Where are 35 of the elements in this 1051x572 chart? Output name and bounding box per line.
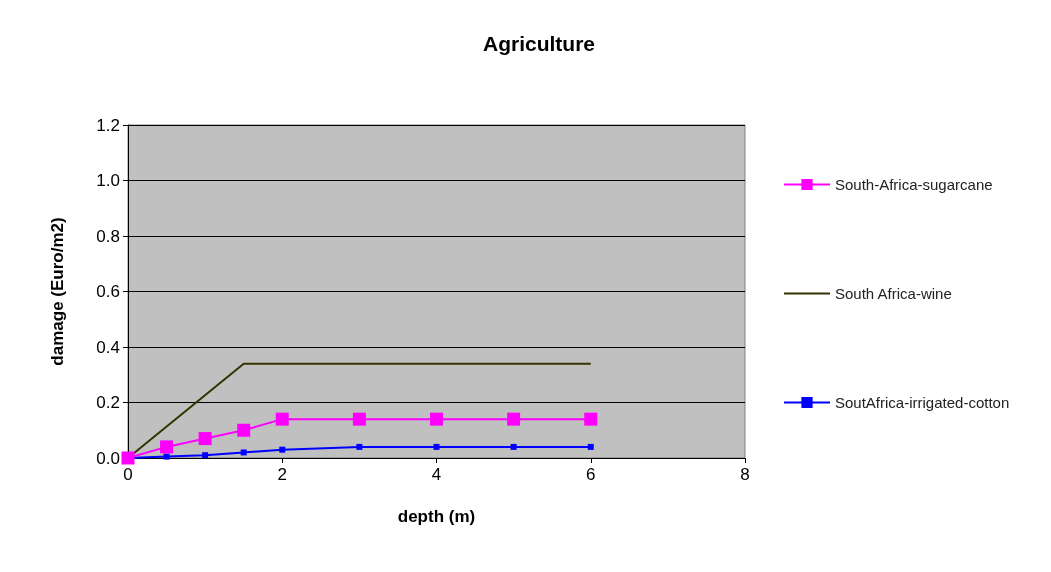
x-tick-label: 6 [586, 465, 596, 484]
point [507, 412, 521, 426]
x-tick-label: 2 [277, 465, 287, 484]
x-axis-title: depth (m) [397, 507, 476, 526]
point [433, 443, 440, 450]
y-tick-label: 0.4 [96, 337, 120, 357]
point [275, 412, 289, 426]
y-tick-label: 0.2 [96, 393, 120, 412]
point [430, 412, 443, 426]
y-tick-label: 0.8 [96, 226, 120, 246]
x-tick-label: 0 [123, 465, 133, 484]
point [240, 449, 247, 456]
point [202, 452, 209, 459]
legend-label: South-Africa-sugarcane [835, 176, 993, 193]
point [510, 443, 517, 450]
y-tick-label: 1.0 [96, 171, 120, 190]
point [121, 451, 135, 465]
point [163, 453, 170, 460]
point [587, 443, 594, 450]
chart-title: Agriculture [482, 32, 596, 55]
y-tick-label: 1.2 [96, 115, 120, 135]
x-tick-label: 4 [431, 465, 442, 484]
point [356, 443, 363, 450]
y-tick-label: 0.6 [96, 282, 120, 301]
legend-label: SoutAfrica-irrigated-cotton [835, 394, 1010, 411]
point [279, 446, 286, 453]
point [237, 423, 251, 437]
y-tick-label: 0.0 [96, 448, 120, 468]
point [198, 432, 212, 446]
x-tick-label: 8 [740, 465, 750, 484]
point [352, 412, 366, 426]
point [160, 440, 174, 454]
legend-label: South Africa-wine [835, 285, 952, 302]
y-axis-title: damage (Euro/m2) [48, 217, 67, 366]
point [584, 412, 598, 426]
